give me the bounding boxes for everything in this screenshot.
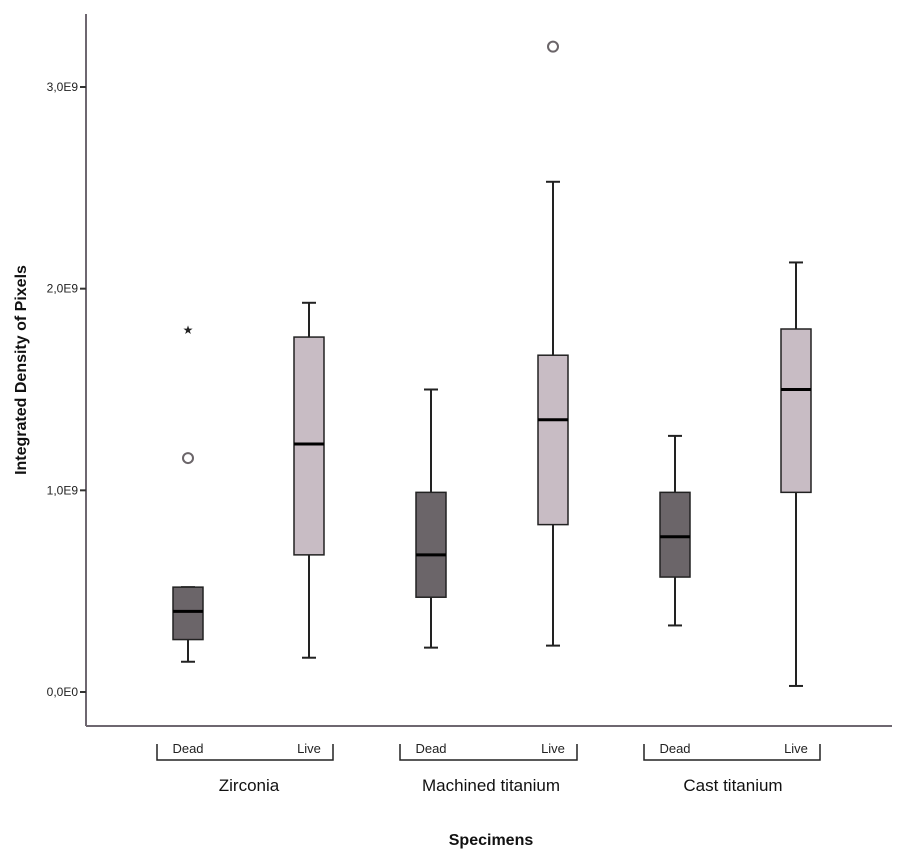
box-live (780, 328, 812, 494)
category-label-live: Live (297, 741, 321, 756)
group-label: Zirconia (219, 776, 280, 795)
category-label-dead: Dead (172, 741, 203, 756)
outlier-circle (182, 452, 194, 465)
box-dead (659, 491, 691, 578)
box-dead (172, 586, 204, 641)
outlier-star: ★ (183, 323, 194, 337)
group-bracket (643, 744, 821, 761)
group-bracket (399, 744, 578, 761)
y-tick-label: 1,0E9 (47, 483, 79, 497)
box-dead (415, 491, 447, 598)
y-tick-label: 3,0E9 (47, 80, 79, 94)
y-tick-label: 0,0E0 (47, 685, 79, 699)
category-label-live: Live (784, 741, 808, 756)
box-live (537, 354, 569, 526)
outlier-circle (547, 40, 559, 53)
y-axis-title: Integrated Density of Pixels (13, 265, 30, 475)
category-label-dead: Dead (415, 741, 446, 756)
y-tick-label: 2,0E9 (47, 282, 79, 296)
category-label-dead: Dead (659, 741, 690, 756)
group-label: Machined titanium (422, 776, 560, 795)
x-axis-title: Specimens (449, 832, 534, 849)
group-bracket (156, 744, 334, 761)
box-live (293, 336, 325, 556)
category-label-live: Live (541, 741, 565, 756)
group-label: Cast titanium (683, 776, 782, 795)
